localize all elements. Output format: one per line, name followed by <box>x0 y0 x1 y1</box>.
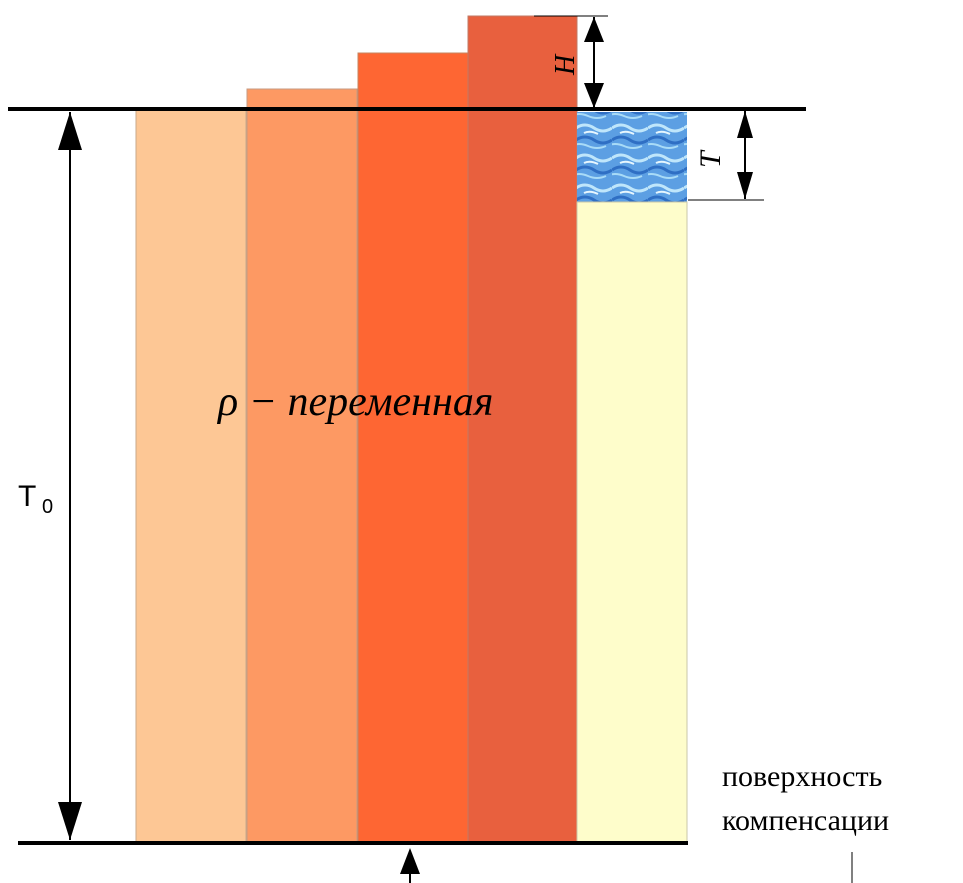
h-arrow-down-icon <box>584 83 604 108</box>
t0-subscript: 0 <box>42 496 53 518</box>
h-arrow-up-icon <box>584 17 604 42</box>
crust-column-4 <box>467 15 578 844</box>
crust-column-3 <box>357 52 469 844</box>
t-arrow-down-icon <box>737 172 753 199</box>
t-arrow-up-icon <box>737 111 753 138</box>
sediment-column <box>576 201 688 844</box>
t-label: T <box>694 149 727 168</box>
crust-column-2 <box>246 88 358 844</box>
compensation-label-line1: поверхность <box>722 760 882 793</box>
compensation-label-line2: компенсации <box>722 804 889 837</box>
bottom-arrow-icon <box>400 848 420 874</box>
t0-arrow-down-icon <box>58 802 82 840</box>
h-label: H <box>550 53 581 76</box>
water-layer <box>577 112 687 202</box>
density-label: ρ − переменная <box>216 379 493 425</box>
crust-column-1 <box>135 109 247 844</box>
t0-label: T <box>18 480 36 513</box>
t0-arrow-up-icon <box>58 112 82 150</box>
